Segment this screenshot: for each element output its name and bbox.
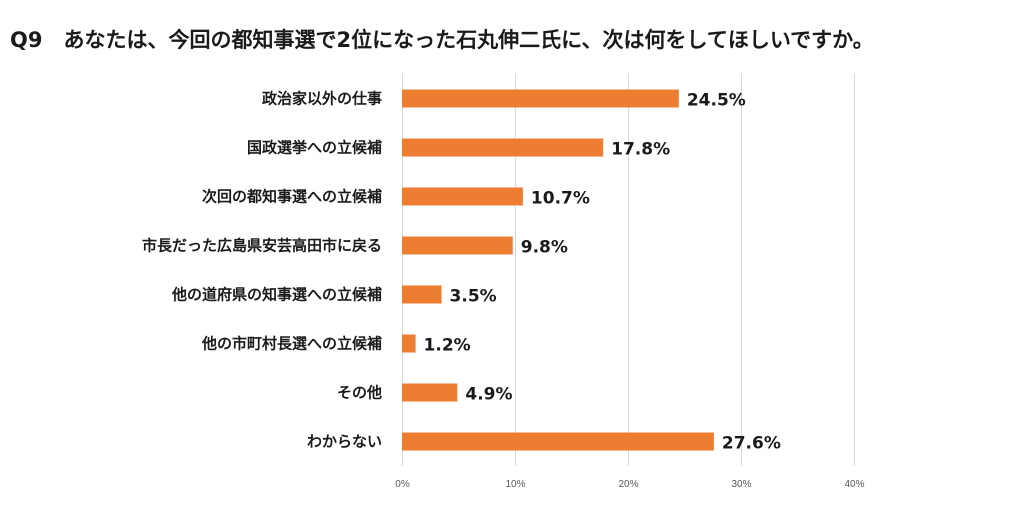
bar-1 [402, 138, 604, 157]
category-label: 他の市町村長選への立候補 [201, 335, 382, 353]
x-tick-label: 0% [395, 479, 410, 490]
category-label: わからない [307, 433, 382, 451]
category-label: 他の道府県の知事選への立候補 [171, 286, 382, 304]
bar-4 [402, 285, 442, 304]
data-label: 1.2% [424, 336, 471, 356]
data-label: 3.5% [450, 287, 497, 307]
data-label: 9.8% [521, 238, 568, 258]
data-label: 17.8% [611, 140, 670, 160]
x-tick-label: 30% [731, 479, 751, 490]
x-tick-label: 10% [505, 479, 525, 490]
bar-7 [402, 432, 714, 451]
bar-5 [402, 334, 416, 353]
bar-0 [402, 89, 679, 108]
x-tick-label: 20% [618, 479, 638, 490]
data-label: 4.9% [465, 385, 512, 405]
bar-3 [402, 236, 513, 255]
chart-title: Q9 あなたは、今回の都知事選で2位になった石丸伸二氏に、次は何をしてほしいです… [10, 28, 874, 52]
data-label: 10.7% [531, 189, 590, 209]
bar-6 [402, 383, 458, 402]
bar-2 [402, 187, 523, 206]
category-label: その他 [337, 384, 382, 402]
data-label: 27.6% [722, 434, 781, 454]
category-label: 次回の都知事選への立候補 [202, 188, 382, 206]
category-label: 政治家以外の仕事 [262, 90, 382, 108]
category-label: 市長だった広島県安芸高田市に戻る [142, 237, 382, 255]
category-label: 国政選挙への立候補 [247, 139, 382, 157]
data-label: 24.5% [687, 91, 746, 111]
x-tick-label: 40% [844, 479, 864, 490]
